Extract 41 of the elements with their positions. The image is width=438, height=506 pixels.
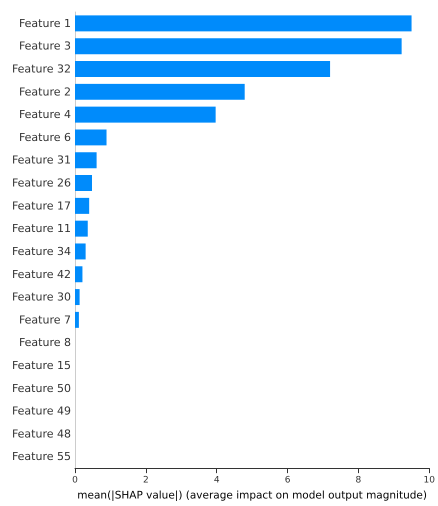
y-tick-label: Feature 2 xyxy=(18,85,71,98)
bar xyxy=(75,152,97,168)
bar xyxy=(75,84,245,100)
bar xyxy=(75,15,412,32)
y-tick-label: Feature 8 xyxy=(18,336,71,350)
y-tick-label: Feature 17 xyxy=(12,199,71,212)
bar xyxy=(75,129,107,146)
y-tick-label: Feature 1 xyxy=(18,16,71,30)
y-tick-label: Feature 55 xyxy=(12,450,71,464)
bar xyxy=(75,266,82,282)
y-tick-label: Feature 48 xyxy=(12,427,71,440)
bar xyxy=(75,220,88,237)
bar xyxy=(75,175,92,192)
y-tick-label: Feature 49 xyxy=(12,404,71,418)
y-tick-label: Feature 34 xyxy=(12,244,71,258)
x-tick-label: 4 xyxy=(214,476,220,486)
y-tick-label: Feature 7 xyxy=(18,313,71,326)
x-tick-label: 2 xyxy=(142,476,149,486)
x-tick-label: 0 xyxy=(72,476,78,486)
y-tick-label: Feature 3 xyxy=(18,40,71,53)
y-tick-label: Feature 50 xyxy=(12,382,71,395)
bar xyxy=(75,312,79,328)
y-tick-label: Feature 42 xyxy=(12,268,71,281)
bar xyxy=(75,61,330,77)
y-tick-label: Feature 11 xyxy=(12,222,71,236)
y-tick-label: Feature 4 xyxy=(18,108,71,122)
bar xyxy=(75,106,216,123)
x-tick-label: 8 xyxy=(356,476,362,486)
x-axis-title: mean(|SHAP value|) (average impact on model output magnitude) xyxy=(77,490,427,502)
y-tick-label: Feature 15 xyxy=(12,358,71,372)
bar xyxy=(75,198,90,214)
y-tick-label: Feature 30 xyxy=(12,290,71,304)
bar xyxy=(75,243,86,260)
bar xyxy=(75,38,402,54)
y-tick-label: Feature 31 xyxy=(12,154,71,167)
x-tick-label: 6 xyxy=(284,476,291,486)
y-tick-label: Feature 32 xyxy=(12,62,71,76)
bar xyxy=(75,289,80,306)
x-tick-label: 10 xyxy=(424,476,436,486)
y-tick-label: Feature 6 xyxy=(18,130,71,144)
y-tick-label: Feature 26 xyxy=(12,176,71,190)
